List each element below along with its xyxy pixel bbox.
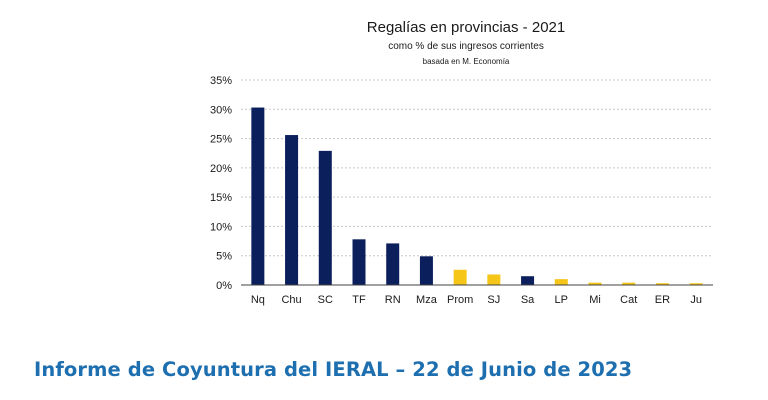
y-tick-label: 15%	[210, 192, 232, 204]
bar-cat	[622, 282, 636, 285]
x-tick-label-rn: RN	[385, 294, 401, 306]
x-tick-label-tf: TF	[352, 294, 366, 306]
x-tick-label-er: ER	[655, 294, 670, 306]
bar-sj	[487, 274, 501, 285]
y-axis-ticks: 0% 5% 10% 15% 20% 25% 30% 35%	[210, 75, 232, 292]
bar-tf	[352, 239, 366, 285]
bar-sa	[521, 276, 535, 285]
report-footer: Informe de Coyuntura del IERAL – 22 de J…	[34, 358, 633, 381]
bar-sc	[318, 150, 332, 285]
grid-lines	[241, 79, 713, 257]
x-tick-label-lp: LP	[555, 294, 568, 306]
y-tick-label: 35%	[210, 75, 232, 87]
bar-mza	[419, 256, 433, 285]
x-tick-label-mza: Mza	[416, 294, 438, 306]
bar-mi	[588, 282, 602, 285]
y-tick-label: 5%	[216, 251, 232, 263]
bar-chu	[285, 135, 299, 285]
y-tick-label: 0%	[216, 280, 232, 292]
x-tick-label-nq: Nq	[251, 294, 265, 306]
x-axis-ticks: Nq Chu SC TF RN Mza Prom SJ Sa LP Mi Cat ER Ju	[251, 294, 702, 306]
chart-source-note: basada en M. Economía	[423, 57, 510, 66]
y-tick-label: 20%	[210, 163, 232, 175]
bar-ju	[689, 283, 703, 285]
x-tick-label-mi: Mi	[589, 294, 601, 306]
bars	[251, 107, 703, 286]
bar-prom	[453, 269, 467, 285]
bar-nq	[251, 107, 265, 286]
bar-rn	[386, 243, 400, 285]
x-tick-label-chu: Chu	[281, 294, 301, 306]
y-tick-label: 30%	[210, 104, 232, 116]
x-tick-label-prom: Prom	[447, 294, 473, 306]
bar-er	[655, 283, 669, 285]
x-tick-label-cat: Cat	[620, 294, 637, 306]
chart-title: Regalías en provincias - 2021	[367, 19, 565, 36]
x-tick-label-sa: Sa	[521, 294, 535, 306]
x-tick-label-ju: Ju	[690, 294, 702, 306]
x-tick-label-sc: SC	[318, 294, 333, 306]
chart-subtitle: como % de sus ingresos corrientes	[388, 41, 544, 52]
y-tick-label: 10%	[210, 221, 232, 233]
bar-lp	[554, 279, 568, 285]
x-tick-label-sj: SJ	[487, 294, 500, 306]
y-tick-label: 25%	[210, 134, 232, 146]
bar-chart: Regalías en provincias - 2021 como % de …	[210, 19, 713, 306]
